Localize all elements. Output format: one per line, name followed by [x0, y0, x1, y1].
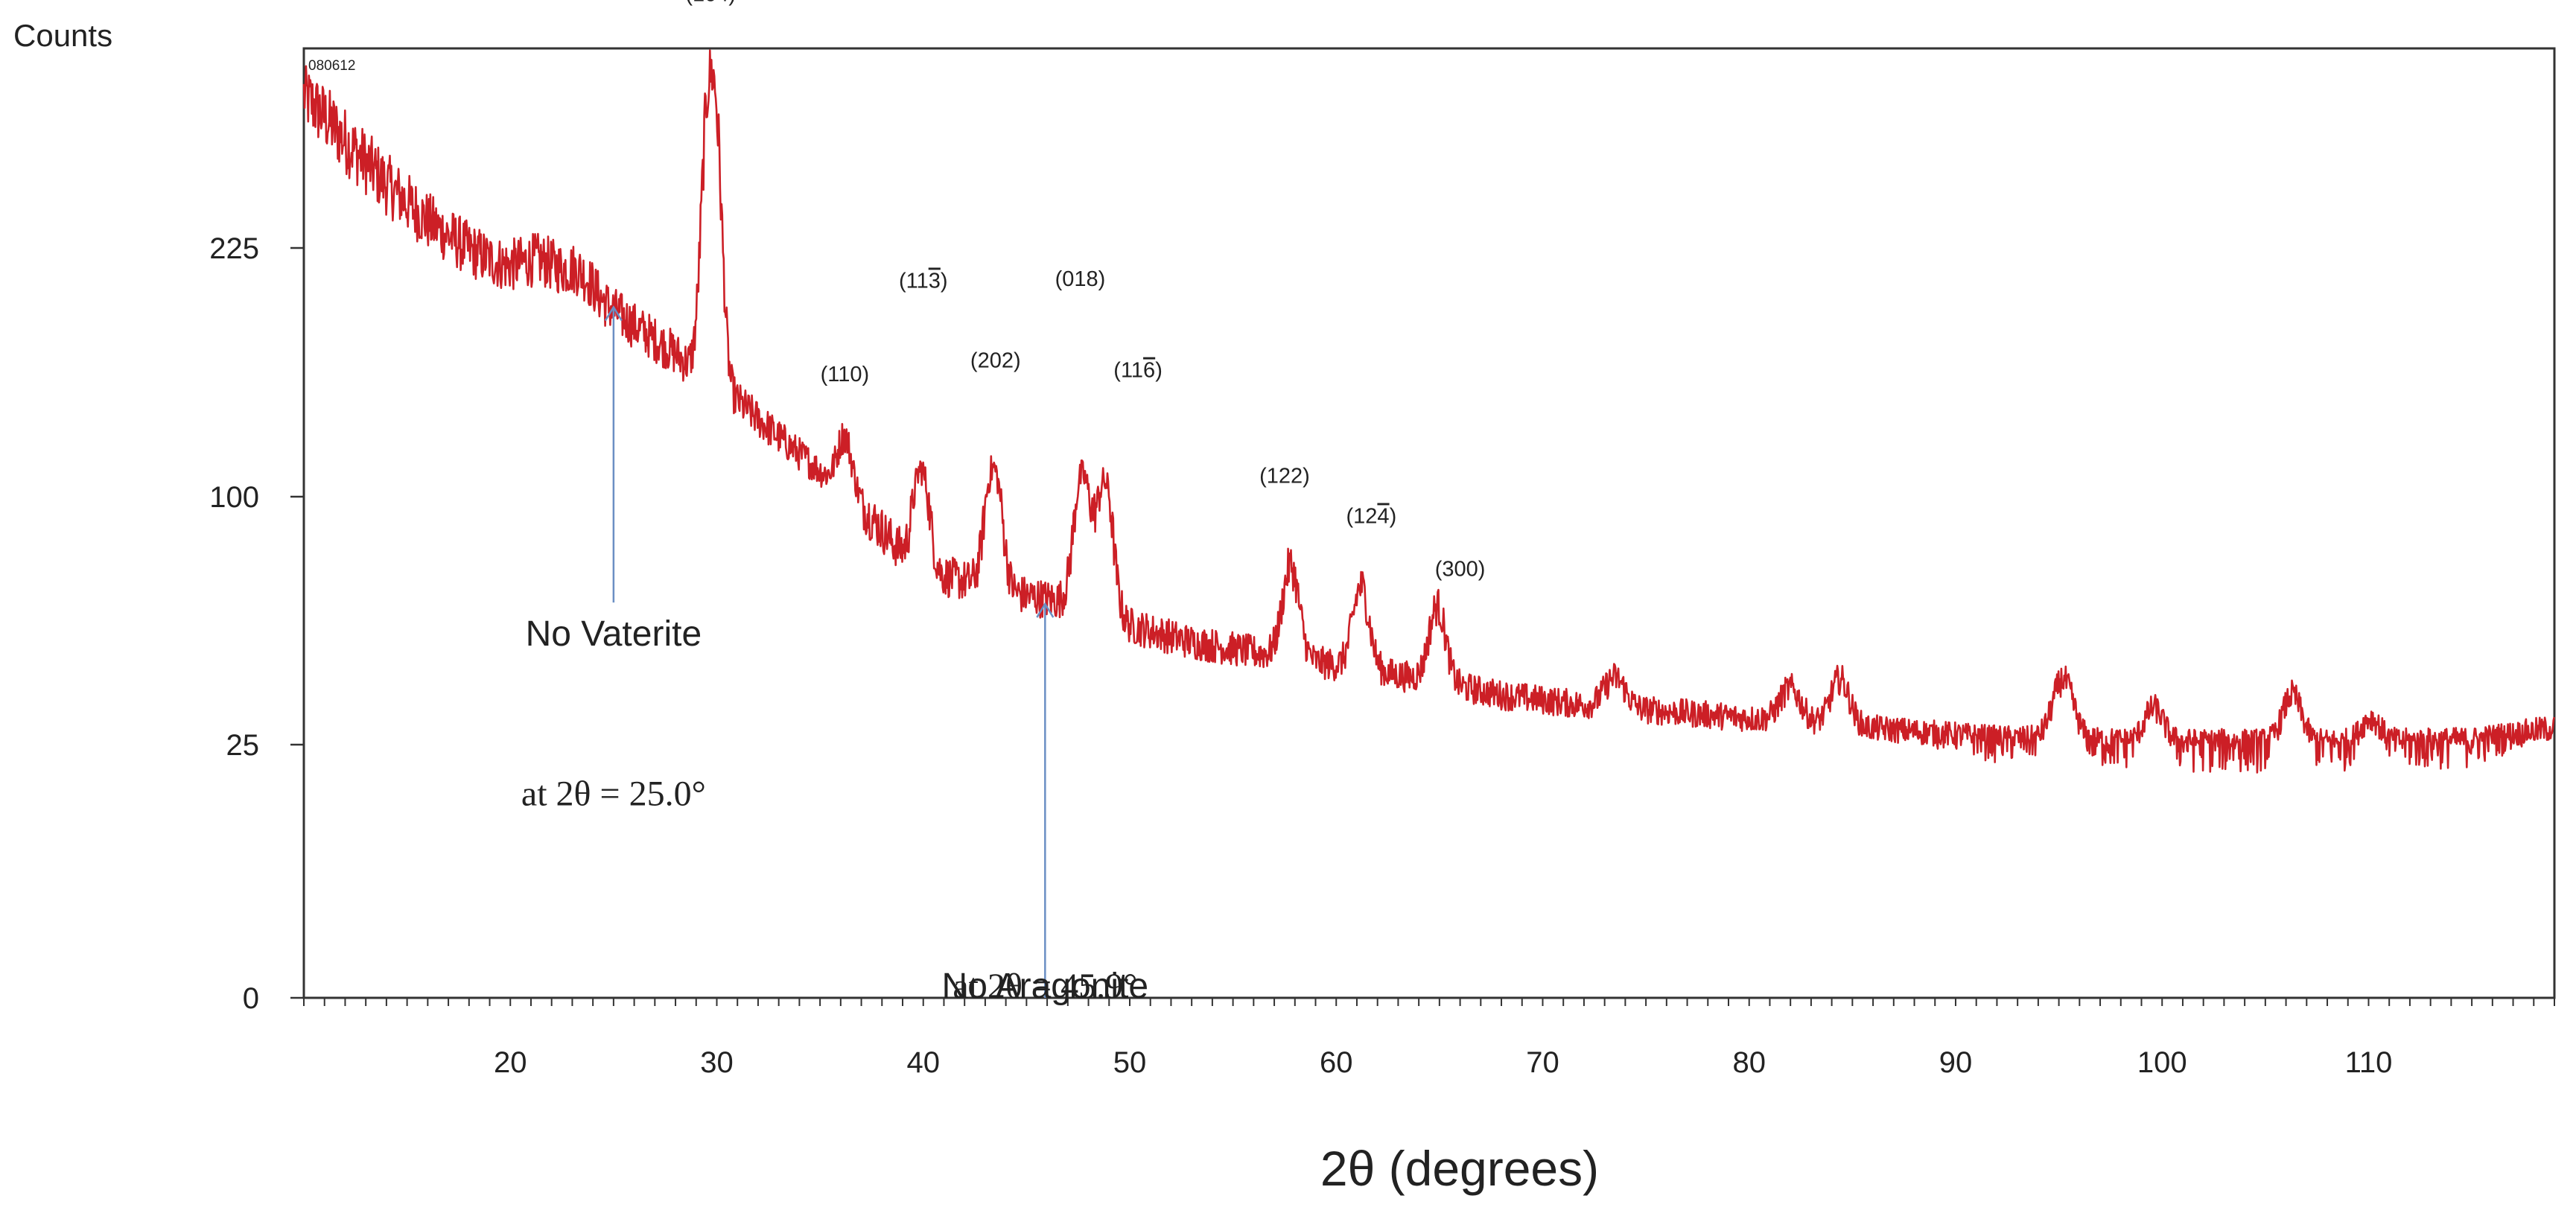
- peak-label: (104): [685, 0, 736, 6]
- annotation-text-line1: No Vaterite: [526, 614, 702, 654]
- x-tick-label: 110: [2345, 1046, 2393, 1079]
- annotation-text-line1: No Aragonite: [942, 967, 1149, 1006]
- annotation-text-line2: at 2θ = 45.9°: [953, 967, 1137, 1006]
- x-tick-label: 30: [700, 1046, 734, 1079]
- y-tick-label: 0: [243, 982, 259, 1015]
- x-tick-label: 90: [1939, 1046, 1973, 1079]
- peak-labels: (104) (110) (113) (202) (018) (116) (122) (124)…: [685, 0, 1485, 582]
- x-tick-label: 40: [906, 1046, 940, 1079]
- y-axis-label: Counts: [13, 18, 112, 53]
- peak-label: (110): [821, 363, 870, 386]
- annotation-arrow-head: [604, 305, 623, 322]
- x-axis-label: 2θ (degrees): [1320, 1141, 1599, 1196]
- xrd-pattern-line: [302, 49, 2555, 774]
- y-tick-label: 225: [209, 232, 259, 265]
- peak-label: (124): [1346, 505, 1397, 529]
- y-tick-label: 25: [226, 729, 260, 762]
- peak-label: (300): [1435, 558, 1486, 582]
- plot-frame: [302, 47, 2556, 999]
- y-tick-label: 100: [209, 481, 259, 514]
- peak-label: (018): [1055, 267, 1106, 291]
- x-tick-label: 20: [494, 1046, 527, 1079]
- x-tick-label: 100: [2137, 1046, 2187, 1079]
- x-tick-label: 50: [1113, 1046, 1147, 1079]
- x-tick-label: 80: [1732, 1046, 1766, 1079]
- peak-label: (202): [970, 348, 1021, 372]
- annotation-arrow-head: [1036, 602, 1055, 618]
- x-tick-labels: 20 30 40 50 60 70 80 90 100 110: [494, 1046, 2392, 1079]
- x-tick-label: 70: [1526, 1046, 1559, 1079]
- peak-label: (113): [899, 269, 948, 293]
- y-ticks: 0 25 100 225: [209, 232, 304, 1015]
- sample-id: 080612: [308, 58, 355, 74]
- peak-label: (122): [1259, 464, 1310, 488]
- annotation-text-line2: at 2θ = 25.0°: [521, 774, 706, 814]
- x-minor-ticks: [303, 998, 2555, 1006]
- peak-label: (116): [1113, 359, 1163, 383]
- x-tick-label: 60: [1320, 1046, 1353, 1079]
